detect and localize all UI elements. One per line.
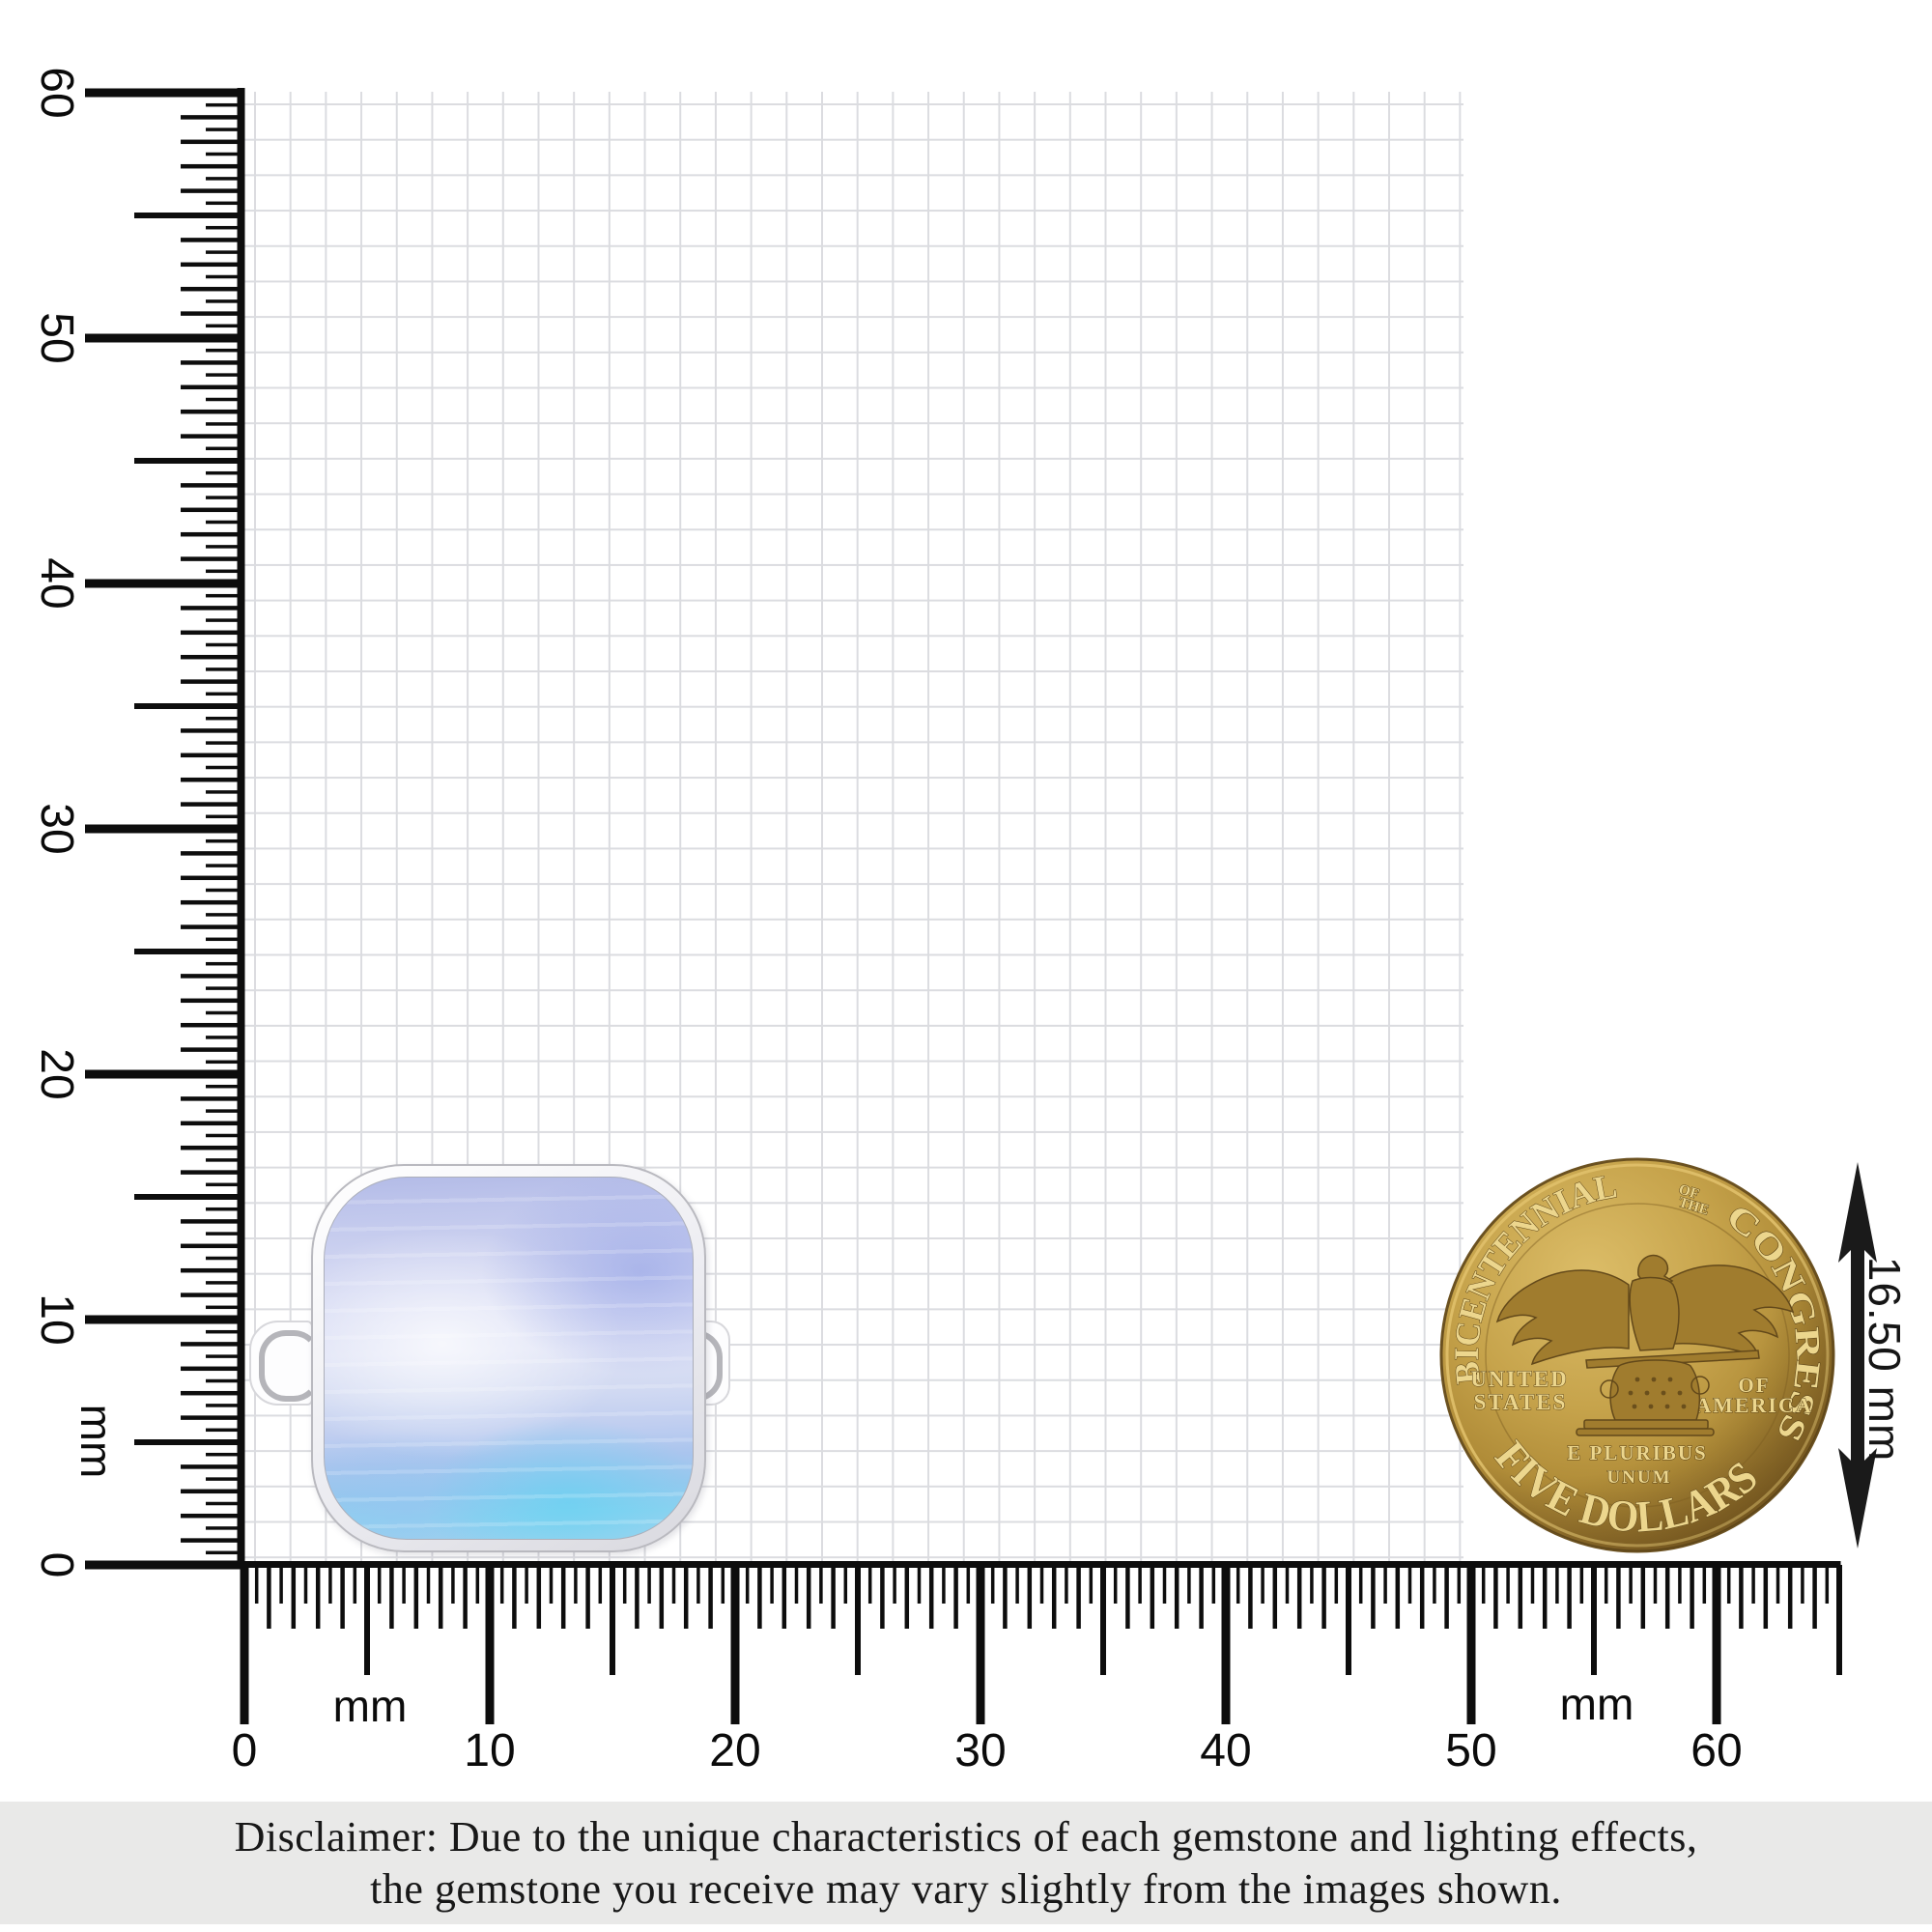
eagle-emblem [1495, 1254, 1795, 1436]
coin-text-of: OF [1738, 1374, 1770, 1397]
coin-text-e-pluribus: E PLURIBUS [1567, 1441, 1707, 1464]
v-ruler-label-60: 60 [31, 67, 82, 119]
h-ruler-label-40: 40 [1200, 1725, 1252, 1776]
diameter-label: 16.50 mm [1860, 1256, 1910, 1463]
v-ruler-label-30: 30 [31, 803, 82, 855]
v-ruler-label-50: 50 [31, 312, 82, 364]
vertical-ruler-unit-label: mm [71, 1404, 122, 1479]
coin-text-united: UNITED [1470, 1367, 1568, 1391]
ring-band-left [249, 1321, 313, 1406]
v-ruler-label-20: 20 [31, 1048, 82, 1100]
h-ruler-label-60: 60 [1690, 1725, 1743, 1776]
moonstone-cabochon [324, 1177, 694, 1540]
coin-rim-shadow [1441, 1159, 1833, 1551]
diameter-arrow [1838, 1162, 1877, 1548]
coin-inner-ring [1485, 1203, 1790, 1508]
h-ruler-label-20: 20 [709, 1725, 761, 1776]
disclaimer-bar: Disclaimer: Due to the unique characteri… [0, 1802, 1932, 1924]
reference-coin: BICENTENNIAL CONGRESS OF THE UNITED STAT… [1439, 1157, 1835, 1553]
v-ruler-label-0: 0 [31, 1551, 82, 1578]
coin-text-america: AMERICA [1695, 1393, 1813, 1417]
coin-arc-of: OF [1677, 1181, 1701, 1202]
disclaimer-line-2: the gemstone you receive may vary slight… [370, 1864, 1562, 1913]
horizontal-ruler-unit-label-right: mm [1559, 1679, 1634, 1729]
coin-text-unum: UNUM [1606, 1467, 1671, 1488]
coin-text-states: STATES [1474, 1390, 1568, 1414]
h-ruler-label-30: 30 [954, 1725, 1007, 1776]
h-ruler-label-50: 50 [1445, 1725, 1497, 1776]
ring-bezel [311, 1164, 706, 1552]
horizontal-ruler-unit-label-left: mm [332, 1681, 408, 1731]
h-ruler-label-0: 0 [231, 1725, 258, 1776]
ring-band-left-inner-edge [259, 1330, 311, 1402]
v-ruler-label-10: 10 [31, 1293, 82, 1346]
disclaimer-line-1: Disclaimer: Due to the unique characteri… [234, 1812, 1698, 1861]
v-ruler-label-40: 40 [31, 557, 82, 610]
h-ruler-label-10: 10 [464, 1725, 516, 1776]
